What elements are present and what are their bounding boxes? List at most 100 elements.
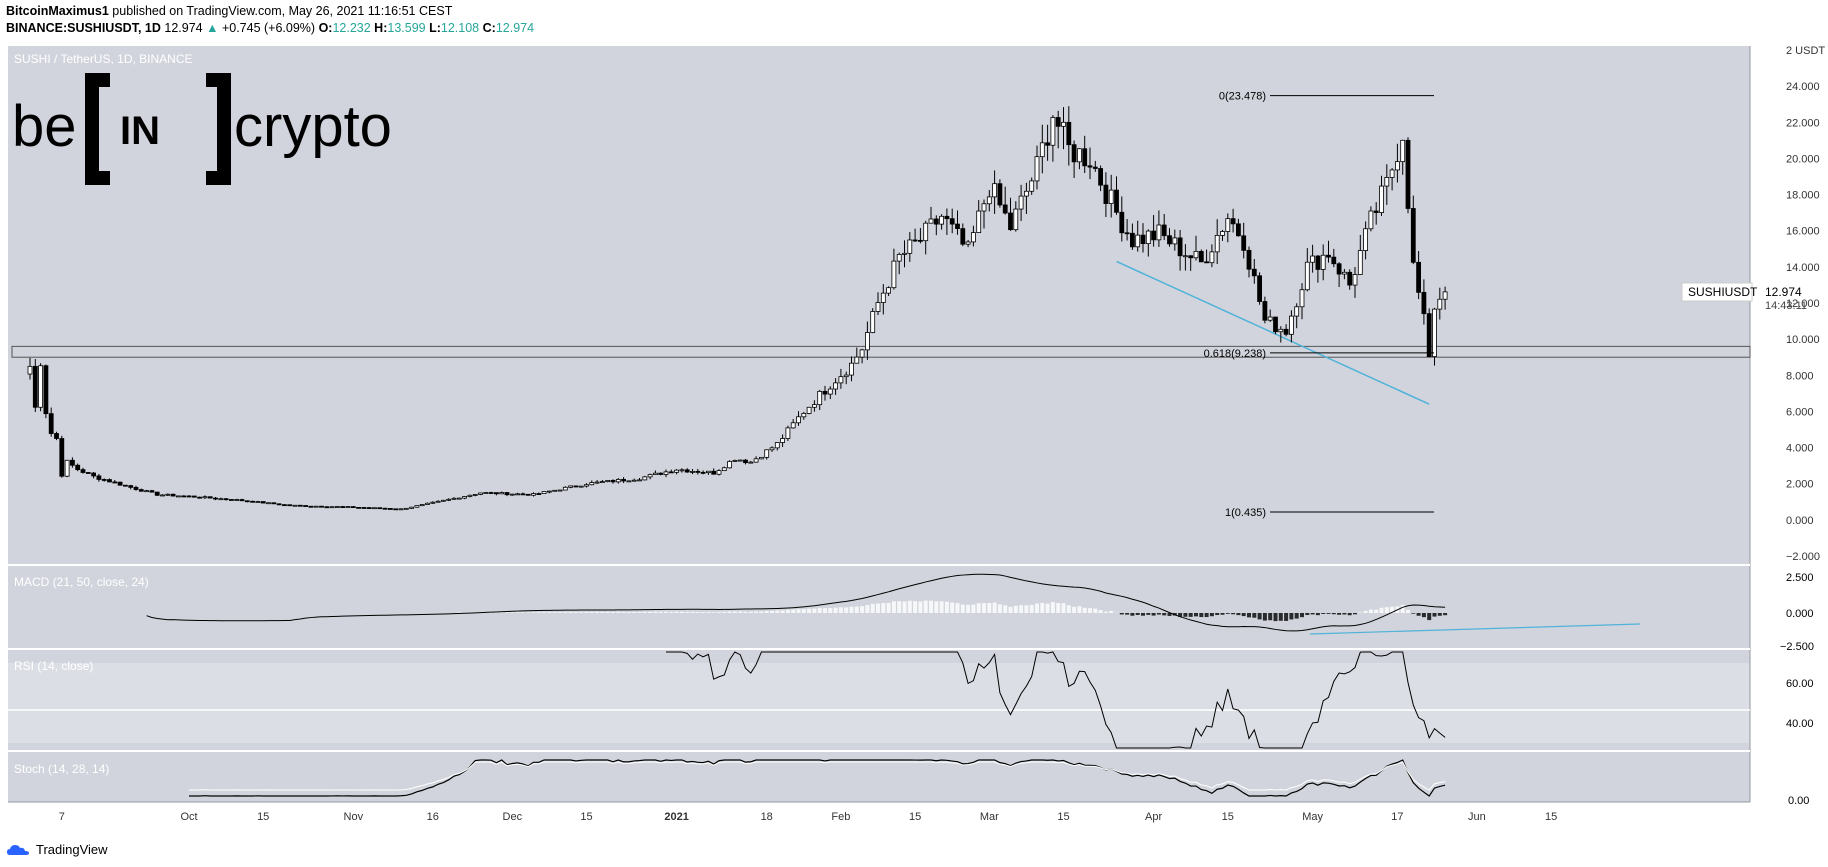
- macd-bar: [727, 611, 732, 613]
- candle-body: [711, 470, 717, 475]
- candle-body: [1055, 117, 1061, 127]
- bar-countdown: 14:43:11: [1765, 300, 1807, 312]
- macd-bar: [1141, 613, 1145, 616]
- high-label: H:: [374, 21, 388, 35]
- candle-body: [329, 506, 335, 509]
- candle-body: [440, 499, 446, 502]
- fib-retracement[interactable]: 0(23.478) 0.618(9.238) 1(0.435): [1204, 91, 1434, 519]
- candle-body: [1039, 142, 1045, 158]
- candle-body: [1188, 255, 1194, 259]
- candle-body: [1077, 148, 1082, 163]
- macd-bar: [642, 611, 647, 613]
- candle-body: [478, 492, 483, 495]
- macd-bar: [664, 611, 668, 613]
- candle-body: [207, 496, 213, 499]
- candle-body: [149, 490, 155, 493]
- candle-body: [1416, 261, 1421, 293]
- macd-bar: [1050, 602, 1055, 613]
- candle-body: [1193, 251, 1199, 259]
- candle-body: [372, 507, 377, 510]
- candle-body: [584, 484, 589, 487]
- macd-bar: [1321, 613, 1326, 614]
- macd-bar: [494, 612, 499, 613]
- candle-body: [435, 500, 441, 503]
- macd-bar: [621, 611, 626, 613]
- candle-body: [75, 464, 81, 471]
- rsi-title: RSI (14, close): [14, 659, 93, 673]
- macd-bar: [1061, 603, 1066, 613]
- macd-bar: [600, 611, 605, 613]
- price-tick-label: 24.000: [1786, 81, 1820, 93]
- candle-body: [589, 482, 595, 486]
- candle-body: [939, 215, 944, 225]
- candle-body: [986, 196, 992, 205]
- candle-body: [112, 481, 118, 484]
- candle-body: [1352, 274, 1358, 286]
- candle-body: [186, 495, 192, 498]
- macd-bar: [934, 601, 939, 613]
- time-axis[interactable]: 7 Oct 15 Nov 16 Dec 15 2021 18 Feb 15 Mar 15 Apr 15 May…: [59, 811, 1557, 823]
- descending-trendline[interactable]: [1116, 260, 1430, 405]
- tradingview-footer[interactable]: TradingView: [6, 842, 108, 857]
- macd-bar: [1427, 613, 1432, 621]
- candle-body: [350, 506, 356, 508]
- macd-bar: [1236, 613, 1241, 616]
- macd-bar: [505, 612, 509, 613]
- candle-body: [769, 447, 775, 451]
- macd-bar: [876, 603, 880, 613]
- macd-bar: [685, 611, 690, 613]
- support-zone[interactable]: [11, 345, 1751, 358]
- candle-body: [1442, 291, 1448, 300]
- candle-body: [1379, 185, 1384, 213]
- candle-body: [849, 362, 854, 376]
- low-value: 12.108: [440, 21, 480, 35]
- logo-bracket-icon: [85, 73, 231, 185]
- macd-bar: [1342, 613, 1347, 615]
- candle-body: [610, 480, 616, 483]
- macd-bar: [1268, 613, 1273, 621]
- candle-body: [992, 183, 997, 198]
- candle-body: [377, 507, 383, 510]
- macd-bar: [785, 609, 790, 613]
- candle-body: [393, 508, 399, 511]
- candle-body: [578, 485, 584, 488]
- price-tick-label: 20.000: [1786, 153, 1820, 165]
- candle-body: [912, 239, 918, 242]
- candle-body: [133, 486, 139, 490]
- logo-text-right: crypto: [234, 94, 392, 159]
- candle-body: [361, 507, 367, 509]
- candle-body: [955, 223, 960, 229]
- macd-trendline[interactable]: [1309, 623, 1641, 635]
- candle-body: [626, 480, 632, 483]
- macd-bar: [1353, 613, 1357, 615]
- candle-body: [838, 376, 844, 384]
- candle-body: [1326, 254, 1331, 258]
- macd-bar: [748, 611, 753, 613]
- ohlc-line: BINANCE:SUSHIUSDT, 1D 12.974 ▲ +0.745 (+…: [6, 21, 534, 35]
- macd-bar: [1194, 613, 1198, 617]
- candle-body: [812, 404, 817, 408]
- candle-body: [509, 493, 515, 496]
- macd-bar: [1347, 613, 1352, 616]
- candle-body: [759, 456, 764, 460]
- close-label: C:: [482, 21, 496, 35]
- macd-bar: [1379, 607, 1384, 613]
- macd-bar: [1278, 613, 1283, 621]
- macd-bar: [1411, 613, 1416, 614]
- candle-body: [1304, 261, 1310, 291]
- candle-body: [822, 390, 828, 395]
- candle-body: [1421, 291, 1427, 315]
- candle-body: [260, 501, 266, 504]
- candle-body: [965, 241, 971, 245]
- time-tick-label: 15: [1545, 811, 1557, 823]
- price-axis[interactable]: 2 USDT 24.000 22.000 20.000 18.000 16.000 14.0…: [1786, 45, 1825, 563]
- candle-body: [493, 492, 499, 495]
- candle-body: [239, 499, 245, 502]
- macd-bar: [1151, 613, 1156, 616]
- author-name[interactable]: BitcoinMaximus1: [6, 4, 109, 18]
- candle-body: [716, 470, 722, 475]
- candle-body: [658, 472, 664, 475]
- candle-body: [923, 222, 929, 242]
- candle-body: [414, 505, 420, 508]
